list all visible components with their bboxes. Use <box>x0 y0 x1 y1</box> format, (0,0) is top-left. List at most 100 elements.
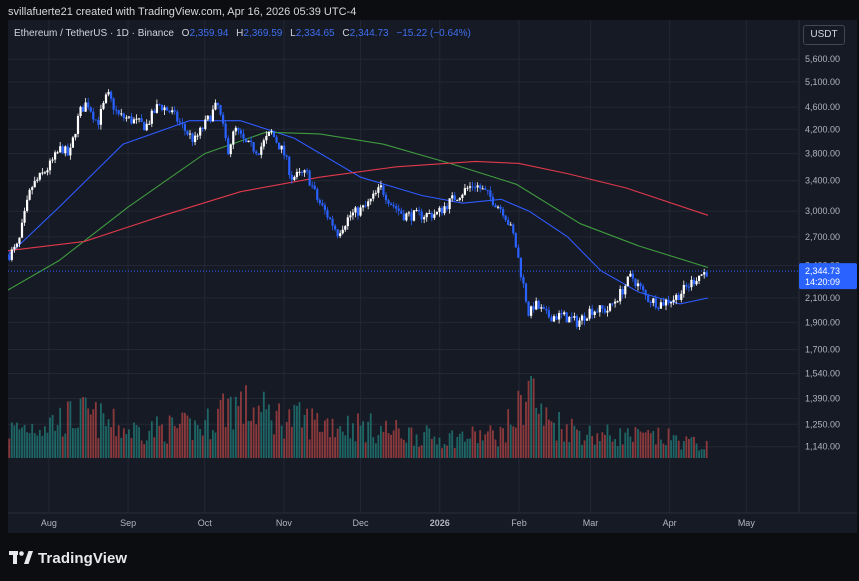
close-label: C <box>342 28 350 39</box>
candle-body <box>654 298 657 308</box>
chart-panel[interactable]: 5,600.00 5,100.00 4,600.00 4,200.00 3,800.00… <box>8 20 857 533</box>
volume-bar <box>44 426 46 458</box>
volume-bar <box>670 440 672 458</box>
candle-body <box>211 109 215 122</box>
volume-bar <box>275 410 278 458</box>
moving-average-line <box>8 160 709 252</box>
candle-body <box>176 111 179 122</box>
candle-body <box>28 189 31 200</box>
volume-bar <box>517 390 520 458</box>
candle-body <box>92 111 95 120</box>
volume-bar <box>77 427 79 458</box>
volume-bar <box>527 380 530 458</box>
candle-body <box>619 289 622 302</box>
volume-bar <box>680 449 683 458</box>
candle-body <box>624 286 627 295</box>
volume-bar <box>637 429 639 458</box>
x-tick-label: 2026 <box>430 518 450 528</box>
volume-bar <box>158 425 161 458</box>
candle-body <box>675 294 678 300</box>
candle-body <box>463 188 467 195</box>
high-label: H <box>236 28 244 39</box>
volume-bar <box>209 439 212 458</box>
symbol-title[interactable]: Ethereum / TetherUS · 1D · Binance <box>14 28 174 39</box>
candle-body <box>552 316 556 322</box>
candle-body <box>316 189 319 200</box>
volume-bar <box>479 430 482 458</box>
volume-bar <box>586 434 588 458</box>
candle-body <box>15 243 19 247</box>
currency-button[interactable]: USDT <box>803 25 845 45</box>
candle-body <box>199 127 202 136</box>
volume-bar <box>662 443 665 458</box>
candle-body <box>542 307 545 310</box>
volume-bar <box>181 412 184 458</box>
volume-bar <box>234 396 237 458</box>
volume-bar <box>252 407 255 458</box>
volume-bar <box>456 436 459 458</box>
volume-bar <box>125 433 128 458</box>
candle-body <box>102 102 105 109</box>
volume-bar <box>619 428 622 458</box>
volume-bar <box>318 431 321 458</box>
candle-body <box>33 180 36 188</box>
candle-body <box>191 133 194 143</box>
volume-bar <box>639 431 642 458</box>
y-tick-label: 1,140.00 <box>805 442 840 452</box>
candle-body <box>41 172 44 174</box>
candle-body <box>598 305 601 313</box>
candle-body <box>659 302 663 309</box>
volume-bar <box>364 442 367 458</box>
volume-bar <box>8 438 11 458</box>
candle-body <box>178 121 181 123</box>
volume-bar <box>46 432 49 458</box>
volume-bar <box>413 445 415 458</box>
candle-body <box>163 107 166 111</box>
volume-bar <box>222 393 224 458</box>
volume-bar <box>54 430 56 458</box>
volume-bar <box>548 419 550 458</box>
candle-body <box>48 160 52 171</box>
high-value: 2,369.59 <box>243 28 283 39</box>
candle-body <box>59 146 62 153</box>
candle-body <box>120 113 123 115</box>
candle-body <box>593 311 596 316</box>
volume-bar <box>283 438 286 458</box>
volume-bar <box>504 442 507 458</box>
volume-bar <box>178 423 181 458</box>
candle-body <box>433 214 436 218</box>
candle-body <box>25 199 29 211</box>
candle-body <box>499 206 502 210</box>
footer-brand: TradingView <box>9 548 127 568</box>
volume-bar <box>514 427 517 458</box>
volume-bar <box>626 428 629 458</box>
candle-body <box>468 186 472 188</box>
candle-body <box>680 293 683 300</box>
candle-body <box>247 140 250 143</box>
candle-body <box>18 237 21 244</box>
y-tick-label: 5,100.00 <box>805 77 840 87</box>
candle-body <box>443 206 446 214</box>
low-label: L <box>290 28 296 39</box>
volume-bar <box>97 438 100 458</box>
candle-body <box>171 110 174 113</box>
volume-bar <box>186 415 189 458</box>
price-chart[interactable]: 5,600.00 5,100.00 4,600.00 4,200.00 3,800.00… <box>8 20 857 533</box>
candle-body <box>201 127 204 129</box>
candle-body <box>501 209 505 216</box>
volume-bar <box>346 415 349 458</box>
volume-bar <box>693 436 695 458</box>
candle-body <box>669 301 673 304</box>
volume-bar <box>128 429 130 458</box>
candle-body <box>512 224 515 234</box>
candle-body <box>685 284 688 287</box>
volume-bar <box>334 437 336 458</box>
candle-body <box>356 207 360 216</box>
volume-bar <box>59 407 62 458</box>
candle-body <box>425 213 428 218</box>
candle-body <box>252 142 255 152</box>
volume-bar <box>555 440 558 458</box>
candle-body <box>496 206 500 208</box>
volume-bar <box>16 422 18 458</box>
volume-bar <box>405 442 408 458</box>
